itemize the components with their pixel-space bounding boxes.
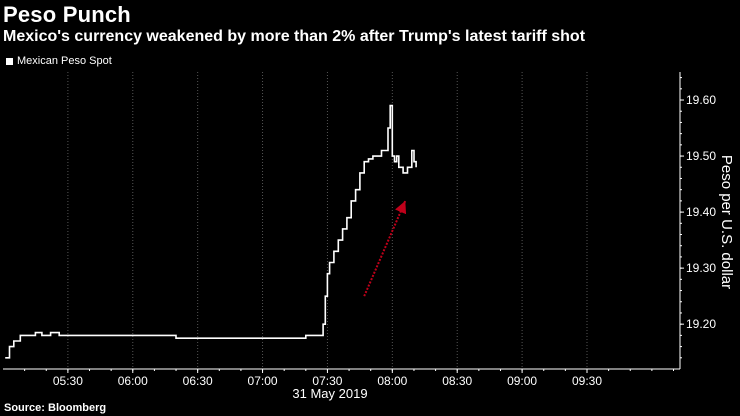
x-axis-label: 31 May 2019 [292, 386, 367, 401]
legend-swatch [6, 57, 13, 65]
y-tick-label: 19.60 [686, 93, 716, 107]
x-tick-label: 09:30 [572, 374, 602, 388]
chart-subtitle: Mexico's currency weakened by more than … [3, 28, 586, 45]
y-axis-ticks: 19.20 19.30 19.40 19.50 19.60 [680, 77, 716, 359]
y-tick-label: 19.30 [686, 261, 716, 275]
x-tick-label: 07:30 [312, 374, 342, 388]
source-note: Source: Bloomberg [4, 402, 107, 414]
x-tick-label: 08:30 [442, 374, 472, 388]
y-tick-label: 19.20 [686, 317, 716, 331]
legend: Mexican Peso Spot [6, 55, 112, 67]
y-tick-label: 19.40 [686, 205, 716, 219]
x-tick-label: 06:30 [183, 374, 213, 388]
chart-title: Peso Punch [3, 2, 131, 27]
axes [3, 72, 681, 370]
x-tick-label: 05:30 [53, 374, 83, 388]
x-tick-label: 09:00 [507, 374, 537, 388]
x-tick-label: 06:00 [118, 374, 148, 388]
x-tick-label: 08:00 [377, 374, 407, 388]
series-line-0 [5, 104, 417, 359]
grid-lines [67, 72, 588, 369]
x-axis-ticks: 05:30 06:00 06:30 07:00 07:30 08:00 08:30 09:00… [24, 369, 675, 388]
x-tick-label: 07:00 [248, 374, 278, 388]
y-axis-label: Peso per U.S. dollar [718, 155, 735, 289]
y-tick-label: 19.50 [686, 149, 716, 163]
annotations [363, 200, 407, 297]
legend-label: Mexican Peso Spot [17, 55, 112, 67]
series-group [5, 104, 417, 359]
annotation-arrow [363, 200, 407, 297]
